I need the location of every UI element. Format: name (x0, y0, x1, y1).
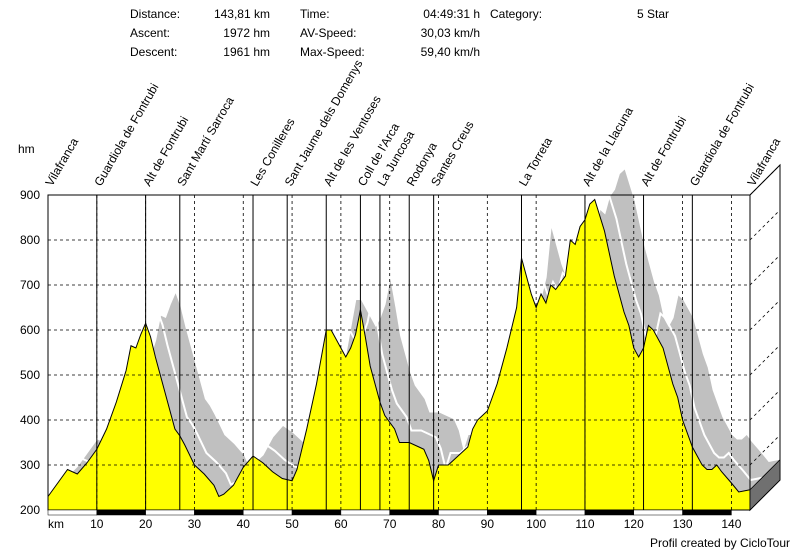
waypoint-label: La Torreta (516, 135, 555, 189)
x-tick-label: 40 (237, 517, 251, 531)
x-tick-label: 90 (481, 517, 495, 531)
y-tick-label: 200 (20, 503, 40, 517)
gridline-depth (749, 389, 781, 421)
ascent-value: 1972 hm (223, 26, 270, 40)
distance-label: Distance: (130, 7, 181, 21)
distance-bar-segment (96, 509, 146, 516)
distance-bar-segment (535, 509, 586, 516)
profile-area (48, 199, 750, 510)
distance-bar-segment (340, 509, 390, 516)
x-tick-label: 80 (432, 517, 446, 531)
x-tick-label: 10 (90, 517, 104, 531)
x-tick-label: 110 (575, 517, 594, 531)
credit-footer: Profil created by CicloTour (649, 536, 790, 550)
descent-label: Descent: (130, 45, 178, 59)
distance-bar-segment (682, 509, 732, 516)
distance-bar-segment (584, 509, 635, 516)
x-tick-label: 50 (285, 517, 299, 531)
x-tick-label: 70 (383, 517, 397, 531)
x-tick-label: 120 (624, 517, 644, 531)
gridline-depth (749, 209, 781, 241)
maxspeed-value: 59,40 km/h (420, 45, 480, 59)
distance-bar-segment (291, 509, 342, 516)
distance-bar-segment (145, 509, 195, 516)
waypoint-label: Sant Martí Sarroca (174, 94, 237, 188)
waypoint-label: Guardiola de Fontrubi (687, 81, 757, 189)
maxspeed-label: Max-Speed: (300, 45, 365, 59)
depth-end-face (749, 458, 781, 511)
distance-bar-segment (438, 509, 488, 516)
x-tick-label: 130 (673, 517, 693, 531)
x-axis-label: km (48, 517, 64, 531)
waypoint-label: Alt de la Llacuna (579, 104, 636, 188)
y-tick-label: 900 (20, 188, 40, 202)
descent-value: 1961 hm (223, 45, 270, 59)
y-axis-label: hm (18, 142, 35, 156)
ascent-label: Ascent: (130, 26, 171, 40)
y-tick-label: 600 (20, 323, 40, 337)
x-tick-label: 100 (526, 517, 546, 531)
profile-line (47, 198, 751, 498)
time-label: Time: (300, 7, 330, 21)
category-value: 5 Star (637, 7, 670, 21)
gridline-depth (749, 299, 781, 331)
gridline-depth (749, 434, 781, 466)
gridline-depth (749, 344, 781, 376)
category-label: Category: (490, 7, 543, 21)
x-tick-label: 140 (721, 517, 741, 531)
y-tick-label: 800 (20, 233, 40, 247)
distance-bar-segment (389, 509, 439, 516)
y-tick-label: 700 (20, 278, 40, 292)
distance-value: 143,81 km (213, 7, 270, 21)
avspeed-value: 30,03 km/h (420, 26, 480, 40)
x-tick-label: 20 (139, 517, 153, 531)
distance-bar-segment (243, 509, 293, 516)
time-value: 04:49:31 h (423, 7, 480, 21)
avspeed-label: AV-Speed: (300, 26, 357, 40)
distance-bar-segment (487, 509, 537, 516)
y-tick-label: 300 (20, 458, 40, 472)
x-tick-label: 30 (188, 517, 202, 531)
waypoint-label: Alt de Fontrubi (638, 114, 689, 189)
x-tick-label: 60 (334, 517, 348, 531)
distance-bar-segment (633, 509, 683, 516)
waypoint-label: Vilafranca (42, 135, 81, 188)
y-tick-label: 400 (20, 413, 40, 427)
distance-bar-segment (194, 509, 244, 516)
gridline-depth (749, 254, 781, 286)
distance-bar-segment (47, 509, 98, 516)
y-tick-label: 500 (20, 368, 40, 382)
